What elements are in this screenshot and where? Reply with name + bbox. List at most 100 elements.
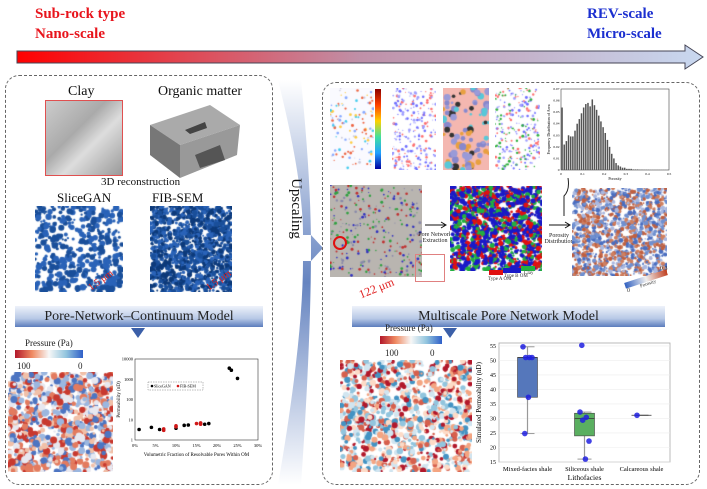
y-tick-label: 40 bbox=[490, 387, 496, 393]
y-axis-label: Frequency Distribution of Area bbox=[546, 104, 551, 154]
right-pressure-max: 100 bbox=[385, 348, 399, 358]
data-point bbox=[586, 438, 592, 444]
slicegan-pore-cube bbox=[35, 206, 123, 292]
data-point bbox=[522, 354, 529, 361]
data-point bbox=[577, 409, 583, 415]
y-tick-label: 0.03 bbox=[553, 133, 559, 137]
rev-sample-cube bbox=[330, 185, 422, 277]
x-tick-label: Siliceous shale bbox=[565, 466, 604, 473]
data-point bbox=[525, 394, 532, 401]
3d-reconstruction-label: 3D reconstruction bbox=[101, 176, 181, 188]
x-tick-label: 5% bbox=[153, 443, 159, 448]
data-point bbox=[157, 427, 162, 432]
histogram-bar bbox=[563, 144, 565, 170]
x-tick-label: 0.4 bbox=[645, 172, 650, 176]
histogram-bar bbox=[595, 109, 598, 170]
histogram-bar bbox=[615, 163, 617, 170]
left-pressure-label: Pressure (Pa) bbox=[25, 338, 73, 348]
phase-legend-swatch-a bbox=[489, 270, 503, 275]
y-tick-label: 15 bbox=[490, 460, 496, 466]
nano-scale-label: Nano-scale bbox=[35, 26, 105, 42]
multiscale-pnm-banner: Multiscale Pore Network Model bbox=[352, 306, 665, 327]
x-tick-label: 15% bbox=[192, 443, 201, 448]
histogram-bar bbox=[600, 121, 602, 170]
histogram-bar bbox=[617, 165, 619, 170]
data-point bbox=[194, 421, 199, 426]
legend-label: FIB-SEM bbox=[180, 384, 196, 389]
plot-frame bbox=[134, 358, 259, 441]
scale-arrow bbox=[16, 44, 704, 70]
phase-map-slice bbox=[495, 88, 540, 170]
x-axis-label: Volumetric Fraction of Resolvable Pores … bbox=[144, 453, 250, 458]
data-point bbox=[174, 424, 178, 429]
histogram-bar bbox=[608, 146, 611, 170]
histogram-bar bbox=[580, 113, 583, 170]
y-tick-label: 0.01 bbox=[553, 156, 559, 160]
y-tick-label: 0.06 bbox=[553, 99, 559, 103]
phase-legend-swatch-clay bbox=[521, 266, 535, 271]
x-tick-label: 0% bbox=[132, 443, 138, 448]
organic-matter-cube bbox=[150, 105, 240, 178]
micro-scale-label: Micro-scale bbox=[587, 26, 662, 42]
box bbox=[517, 357, 538, 398]
histogram-bar bbox=[574, 130, 576, 170]
x-tick-label: 0.1 bbox=[580, 172, 585, 176]
micro-scale-panel bbox=[322, 82, 700, 485]
arrow-right-icon bbox=[549, 221, 571, 229]
y-tick-label: 1 bbox=[131, 438, 133, 443]
porosity-colorbar bbox=[375, 89, 381, 169]
sub-rock-type-label: Sub-rock type bbox=[35, 6, 126, 22]
down-arrow-icon bbox=[131, 328, 145, 338]
x-tick-label: 30% bbox=[254, 443, 263, 448]
y-tick-label: 0.05 bbox=[553, 110, 559, 114]
porosity-distribution-label: Porosity Distribution bbox=[544, 233, 574, 245]
y-tick-label: 55 bbox=[490, 344, 496, 350]
right-pressure-colorbar bbox=[380, 336, 442, 344]
histogram-bar bbox=[598, 115, 600, 170]
histogram-bar bbox=[632, 169, 635, 170]
y-tick-label: 1000 bbox=[124, 377, 134, 382]
left-pressure-max: 100 bbox=[17, 361, 31, 371]
arrow-right-icon bbox=[425, 221, 447, 229]
histogram-bar bbox=[628, 168, 630, 170]
rev-scale-label: REV-scale bbox=[587, 6, 654, 22]
fib-sem-pore-cube bbox=[150, 206, 232, 292]
data-point bbox=[579, 417, 586, 424]
y-tick-label: 0.02 bbox=[553, 145, 559, 149]
x-tick-label: Mixed-facies shale bbox=[503, 466, 552, 473]
y-tick-label: 0.04 bbox=[553, 122, 559, 126]
histogram-bar bbox=[582, 107, 585, 170]
data-point bbox=[520, 343, 526, 350]
slicegan-label: SliceGAN bbox=[57, 190, 112, 205]
histogram-bar bbox=[593, 105, 596, 170]
histogram-bar bbox=[587, 102, 589, 170]
pore-network-extraction-label: Pore Network Extraction bbox=[418, 232, 452, 244]
histogram-bar bbox=[578, 119, 581, 170]
data-point bbox=[182, 423, 186, 428]
clay-label: Clay bbox=[68, 84, 95, 99]
data-point bbox=[579, 342, 585, 349]
phase-legend-label: Type A OM bbox=[488, 277, 512, 282]
data-point bbox=[634, 412, 640, 419]
data-point bbox=[522, 430, 528, 437]
left-pressure-min: 0 bbox=[78, 361, 83, 371]
y-tick-label: 45 bbox=[490, 373, 496, 379]
y-tick-label: 20 bbox=[490, 445, 496, 451]
phase-legend-swatch-b bbox=[503, 268, 521, 273]
histogram-bar bbox=[589, 106, 591, 170]
legend-marker bbox=[176, 384, 180, 388]
upscaling-label: Upscaling bbox=[287, 178, 304, 239]
phase-legend-label: Type B OM bbox=[504, 274, 528, 279]
x-tick-label: 0.3 bbox=[624, 172, 629, 176]
legend-box bbox=[147, 381, 204, 391]
y-tick-label: 0.07 bbox=[553, 87, 559, 91]
upscaling-arrow bbox=[278, 80, 323, 485]
x-tick-label: 0.5 bbox=[667, 172, 672, 176]
y-tick-label: 50 bbox=[490, 358, 496, 364]
data-point bbox=[235, 376, 240, 381]
x-tick-label: 10% bbox=[172, 443, 181, 448]
y-tick-label: 30 bbox=[490, 416, 496, 422]
histogram-bar bbox=[591, 99, 594, 170]
porosity-max: 0.3 bbox=[660, 266, 668, 272]
histogram-bar bbox=[567, 135, 570, 170]
